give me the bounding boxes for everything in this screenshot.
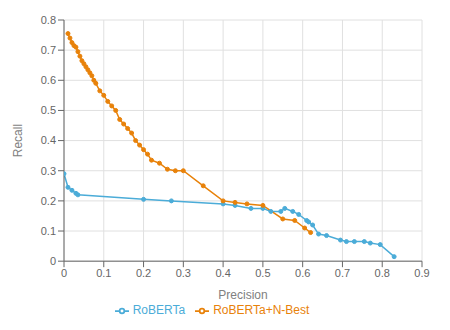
svg-text:0.6: 0.6: [295, 267, 310, 279]
svg-text:0.5: 0.5: [41, 104, 56, 116]
svg-text:0.2: 0.2: [41, 195, 56, 207]
svg-text:0.4: 0.4: [41, 134, 56, 146]
svg-text:0.1: 0.1: [96, 267, 111, 279]
svg-text:0.7: 0.7: [41, 44, 56, 56]
svg-text:0.8: 0.8: [375, 267, 390, 279]
svg-text:0: 0: [50, 255, 56, 267]
svg-text:0.5: 0.5: [255, 267, 270, 279]
svg-text:0.3: 0.3: [176, 267, 191, 279]
svg-text:0.3: 0.3: [41, 165, 56, 177]
html-text:RoBERTa+N-Best: RoBERTa+N-Best: [213, 303, 310, 318]
svg-text:0.1: 0.1: [41, 225, 56, 237]
svg-text:0.9: 0.9: [414, 267, 429, 279]
svg-text:0.6: 0.6: [41, 74, 56, 86]
svg-text:0.8: 0.8: [41, 14, 56, 26]
svg-text:0: 0: [61, 267, 67, 279]
svg-text:Recall: Recall: [11, 124, 25, 157]
html-text:RoBERTa: RoBERTa: [132, 303, 186, 318]
svg-text:0.2: 0.2: [136, 267, 151, 279]
svg-text:Precision: Precision: [218, 288, 267, 302]
svg-text:0.4: 0.4: [215, 267, 230, 279]
svg-text:0.7: 0.7: [335, 267, 350, 279]
